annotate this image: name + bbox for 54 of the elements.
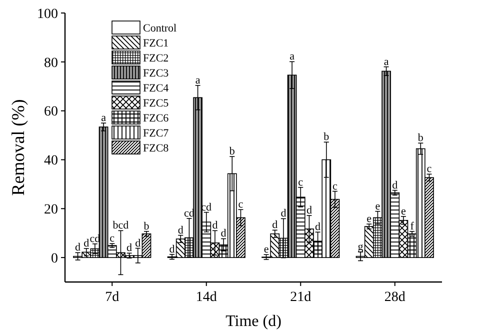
data-label: c bbox=[298, 176, 304, 188]
legend-label: FZC1 bbox=[143, 37, 169, 50]
data-label: a bbox=[290, 50, 295, 63]
x-tick-label: 7d bbox=[105, 290, 120, 305]
data-label: d bbox=[84, 237, 90, 250]
data-label: d bbox=[126, 242, 133, 254]
legend-label: FZC6 bbox=[143, 112, 170, 124]
x-axis-title: Time (d) bbox=[226, 313, 282, 330]
data-label: d bbox=[178, 224, 184, 236]
data-label: d bbox=[306, 204, 312, 216]
y-tick-label: 80 bbox=[44, 56, 58, 71]
data-label: a bbox=[384, 56, 389, 68]
y-tick-label: 20 bbox=[44, 202, 58, 218]
x-tick-label: 21d bbox=[290, 290, 312, 305]
legend-label: FZC5 bbox=[143, 97, 170, 110]
data-label: g bbox=[358, 240, 364, 253]
data-label: b bbox=[144, 220, 150, 232]
data-label: f bbox=[410, 220, 414, 232]
data-label: b bbox=[324, 131, 330, 144]
data-label: d bbox=[315, 221, 322, 234]
data-label: b bbox=[418, 132, 424, 144]
y-tick-label: 60 bbox=[44, 104, 58, 120]
data-label: e bbox=[375, 200, 380, 212]
y-tick-label: 100 bbox=[37, 6, 58, 22]
data-label: e bbox=[366, 213, 372, 226]
data-label: bcd bbox=[112, 220, 130, 232]
data-label: d bbox=[220, 228, 227, 240]
data-label: a bbox=[195, 74, 200, 86]
data-label: d bbox=[280, 208, 287, 220]
legend-label: Control bbox=[143, 22, 177, 34]
legend-label: FZC2 bbox=[143, 52, 169, 64]
legend-label: FZC4 bbox=[143, 82, 170, 94]
y-tick-label: 40 bbox=[44, 154, 58, 169]
data-label: c bbox=[332, 180, 338, 192]
data-label: d bbox=[75, 242, 82, 254]
data-label: d bbox=[169, 243, 176, 256]
data-label: c bbox=[238, 198, 244, 211]
data-label: d bbox=[272, 219, 278, 232]
data-label: d bbox=[392, 179, 398, 192]
y-tick-label: 0 bbox=[51, 251, 58, 266]
data-label: c bbox=[426, 163, 432, 176]
x-tick-label: 28d bbox=[384, 290, 406, 305]
data-label: e bbox=[264, 244, 269, 256]
data-label: c bbox=[110, 232, 115, 245]
legend-label: FZC3 bbox=[143, 67, 170, 80]
legend-label: FZC8 bbox=[143, 142, 170, 154]
data-label: b bbox=[229, 146, 236, 158]
x-tick-label: 14d bbox=[196, 290, 217, 305]
data-label: e bbox=[401, 205, 406, 218]
legend-label: FZC7 bbox=[143, 127, 170, 140]
data-label: d bbox=[135, 237, 142, 250]
data-label: a bbox=[101, 112, 106, 124]
data-label: d bbox=[212, 220, 218, 232]
y-axis-title: Removal (%) bbox=[8, 99, 28, 196]
